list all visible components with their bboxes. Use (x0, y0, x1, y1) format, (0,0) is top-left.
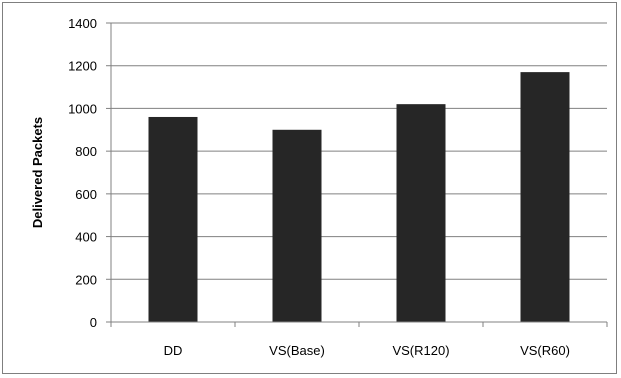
x-tick-label: DD (164, 343, 183, 358)
bar-vs-r120 (396, 104, 446, 323)
y-axis-ticks: 0 200 400 600 800 1000 1200 1400 (68, 16, 111, 330)
y-tick-label: 800 (75, 144, 97, 159)
bar-vs-base (272, 129, 322, 322)
y-tick-label: 600 (75, 187, 97, 202)
y-tick-label: 400 (75, 230, 97, 245)
bar-vs-r60 (520, 72, 570, 322)
y-tick-label: 1200 (68, 59, 97, 74)
x-tick-label: VS(Base) (269, 343, 325, 358)
y-tick-label: 200 (75, 272, 97, 287)
x-axis-ticks: DD VS(Base) VS(R120) VS(R60) (110, 322, 608, 358)
x-tick-label: VS(R60) (520, 343, 570, 358)
bars (148, 72, 570, 323)
y-tick-label: 1000 (68, 101, 97, 116)
x-tick-label: VS(R120) (392, 343, 449, 358)
y-tick-label: 0 (90, 315, 97, 330)
bar-dd (148, 116, 198, 322)
y-tick-label: 1400 (68, 16, 97, 31)
y-axis-title: Delivered Packets (30, 117, 45, 228)
